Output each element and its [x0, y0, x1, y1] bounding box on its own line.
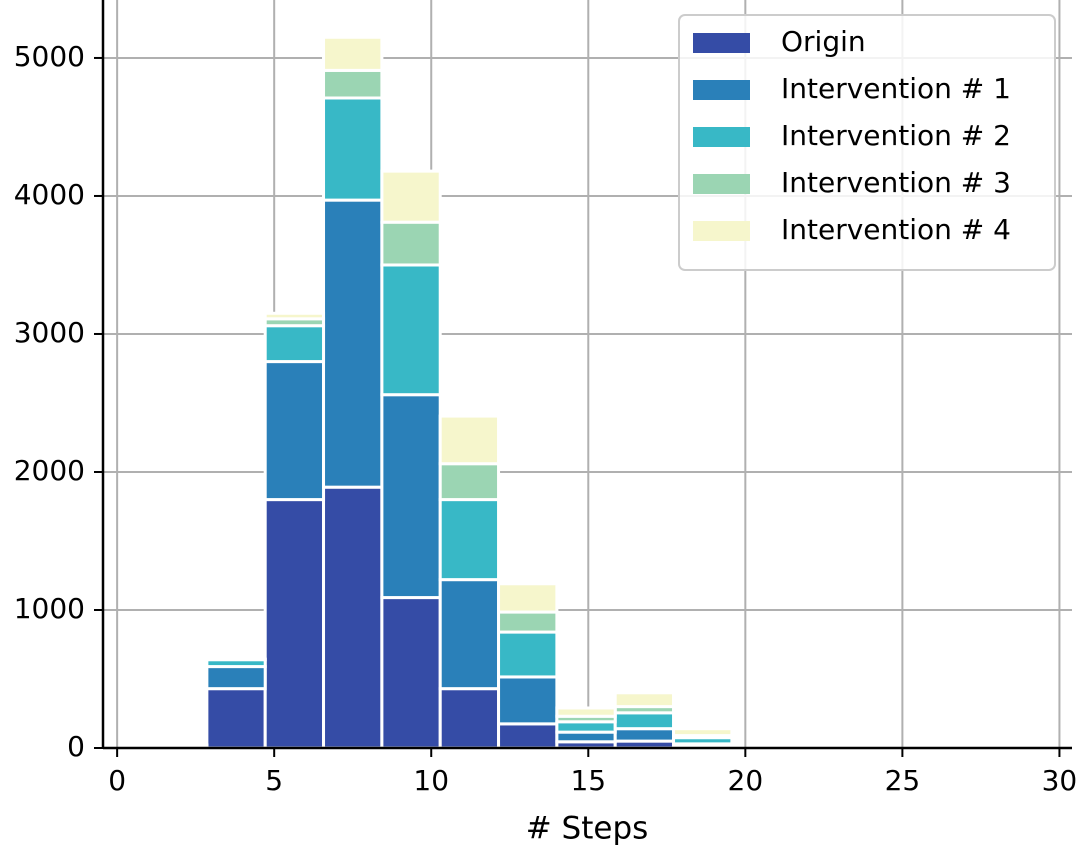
bar [380, 393, 442, 600]
legend-swatch [693, 174, 750, 194]
x-tick-label: 20 [728, 764, 764, 797]
legend-swatch [693, 221, 750, 241]
bar [438, 687, 501, 750]
bar [380, 169, 442, 224]
bar [613, 711, 676, 731]
bar [263, 360, 326, 502]
bar [497, 610, 559, 634]
x-tick-label: 15 [570, 764, 606, 797]
legend-label: Intervention # 4 [781, 213, 1011, 246]
y-tick-label: 1000 [14, 592, 85, 625]
bar [322, 96, 384, 202]
bar [322, 198, 384, 489]
bar [322, 485, 384, 750]
x-tick-label: 25 [885, 764, 921, 797]
legend-label: Intervention # 3 [781, 166, 1011, 199]
legend-label: Intervention # 2 [781, 119, 1011, 152]
bar [438, 462, 501, 502]
bar [497, 630, 559, 679]
bar [263, 498, 326, 750]
axes: 0 5 10 15 20 25 30 0 1000 2000 3000 4000 5000 [14, 0, 1078, 797]
y-tick-label: 0 [67, 730, 85, 763]
bar [322, 35, 384, 72]
legend-swatch [693, 127, 750, 147]
bars [147, 35, 734, 750]
bar [555, 720, 617, 734]
bar [263, 311, 326, 321]
bar [205, 657, 267, 662]
bar [555, 706, 617, 718]
bar [380, 263, 442, 397]
legend-swatch [693, 33, 750, 53]
x-tick-label: 30 [1042, 764, 1078, 797]
bar [205, 687, 267, 750]
y-tick-label: 3000 [14, 316, 85, 349]
bar [613, 691, 676, 709]
x-tick-label: 0 [108, 764, 126, 797]
x-axis-label: # Steps [526, 811, 649, 847]
y-tick-label: 4000 [14, 178, 85, 211]
bar [205, 665, 267, 691]
bar [497, 582, 559, 614]
legend-label: Intervention # 1 [781, 72, 1011, 105]
bar [380, 220, 442, 267]
bar [497, 722, 559, 750]
bar [438, 414, 501, 466]
bar [672, 727, 734, 738]
legend-swatch [693, 80, 750, 100]
bar [438, 498, 501, 582]
bar [438, 578, 501, 691]
bar [497, 675, 559, 726]
x-tick-label: 10 [413, 764, 449, 797]
x-tick-label: 5 [265, 764, 283, 797]
bar [322, 68, 384, 100]
y-tick-label: 5000 [14, 40, 85, 73]
legend: Origin Intervention # 1 Intervention # 2 In… [678, 14, 1056, 271]
bar [263, 324, 326, 364]
bar [380, 596, 442, 750]
legend-label: Origin [781, 25, 866, 58]
bar [613, 727, 676, 743]
y-tick-label: 2000 [14, 454, 85, 487]
legend-box [678, 14, 1056, 271]
